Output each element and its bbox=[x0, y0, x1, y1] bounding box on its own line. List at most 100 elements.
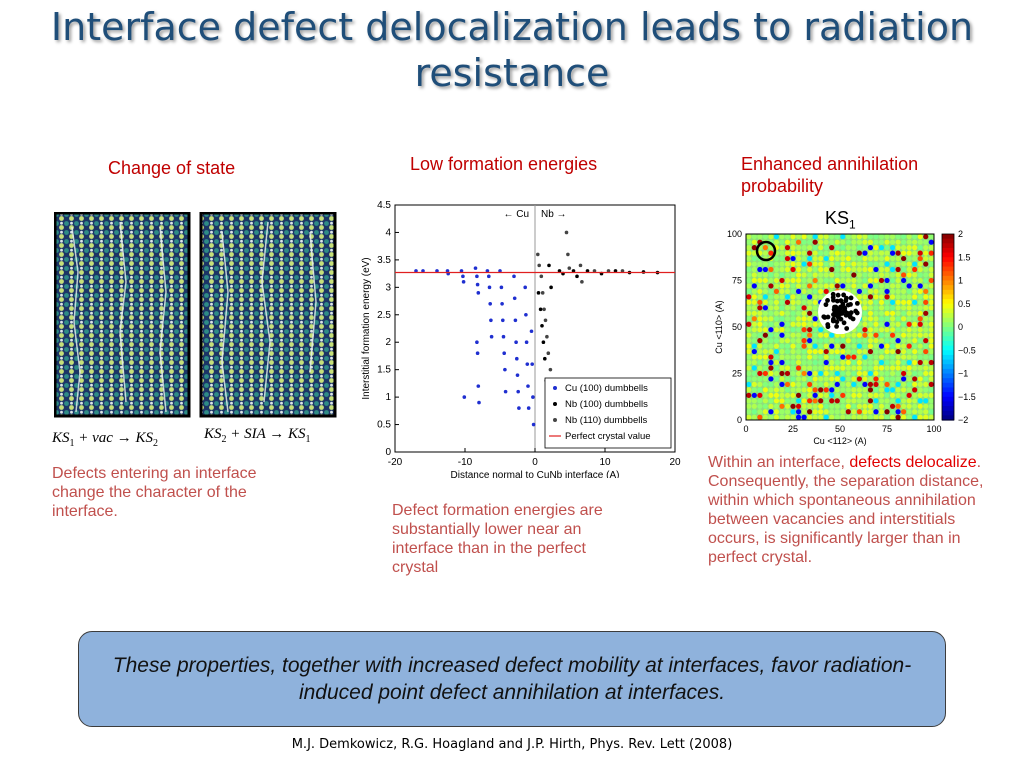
heatmap-cell bbox=[856, 370, 862, 377]
heatmap-cell bbox=[889, 365, 896, 371]
heatmap-cell bbox=[807, 299, 813, 305]
heatmap-cell bbox=[901, 376, 907, 382]
annihilated-site bbox=[841, 292, 847, 298]
heatmap-cell bbox=[829, 348, 835, 355]
heatmap-cell bbox=[768, 381, 774, 388]
heatmap-cell bbox=[928, 239, 934, 245]
heatmap-cell bbox=[762, 348, 768, 355]
heatmap-cell bbox=[878, 305, 885, 311]
heatmap-cell bbox=[906, 316, 912, 322]
heatmap-cell bbox=[840, 277, 846, 284]
heatmap-cell bbox=[829, 409, 835, 415]
heatmap-cell bbox=[873, 359, 879, 366]
heatmap-cell bbox=[851, 387, 857, 393]
heatmap-cell bbox=[867, 299, 874, 305]
heatmap-cell bbox=[856, 381, 862, 388]
heatmap-cell bbox=[867, 310, 874, 316]
heatmap-cell bbox=[773, 376, 780, 382]
heatmap-cell bbox=[923, 403, 929, 409]
heatmap-cell bbox=[757, 277, 763, 284]
heatmap-cell bbox=[895, 261, 901, 267]
heatmap-cell bbox=[757, 327, 763, 333]
heatmap-cell bbox=[812, 288, 818, 295]
heatmap-cell bbox=[862, 245, 868, 251]
heatmap-cell bbox=[779, 354, 785, 360]
heatmap-cell bbox=[773, 338, 780, 344]
y-tick-label: 3.5 bbox=[377, 255, 391, 266]
heatmap-cell bbox=[807, 359, 813, 366]
heatmap-cell bbox=[829, 343, 835, 349]
heatmap-cell bbox=[762, 305, 768, 311]
y-tick-label: 1.5 bbox=[377, 365, 391, 376]
colorbar-segment bbox=[942, 271, 954, 277]
heatmap-cell bbox=[906, 239, 912, 245]
heatmap-cell bbox=[867, 321, 874, 327]
heatmap-cell bbox=[790, 310, 796, 316]
annihilated-site bbox=[838, 298, 844, 304]
annihilated-site bbox=[831, 297, 836, 303]
heatmap-cell bbox=[906, 398, 912, 404]
heatmap-cell bbox=[795, 316, 802, 322]
reference-citation: M.J. Demkowicz, R.G. Hoagland and J.P. H… bbox=[291, 737, 733, 752]
data-point bbox=[523, 285, 527, 290]
heatmap-cell bbox=[923, 305, 929, 311]
heatmap-cell bbox=[878, 365, 885, 371]
heatmap-cell bbox=[856, 403, 862, 409]
heatmap-cell bbox=[856, 338, 862, 344]
heatmap-cell bbox=[840, 261, 846, 267]
heatmap-cell bbox=[923, 348, 929, 355]
heatmap-cell bbox=[746, 250, 752, 256]
heatmap-cell bbox=[801, 321, 807, 327]
colorbar-segment bbox=[942, 234, 954, 240]
heatmap-cell bbox=[762, 261, 768, 267]
heatmap-cell bbox=[757, 272, 763, 278]
heatmap-cell bbox=[884, 239, 890, 245]
heatmap-cell bbox=[867, 288, 874, 295]
heatmap-cell bbox=[746, 392, 752, 398]
heatmap-cell bbox=[823, 234, 829, 240]
heatmap-cell bbox=[884, 305, 890, 311]
y-tick-label: 1 bbox=[385, 392, 391, 403]
heatmap-cell bbox=[856, 348, 862, 355]
heatmap-cell bbox=[834, 376, 840, 382]
heatmap-cell bbox=[773, 299, 780, 305]
data-point bbox=[530, 362, 534, 366]
colorbar-segment bbox=[942, 317, 954, 323]
heatmap-cell bbox=[779, 321, 785, 327]
heatmap-cell bbox=[823, 239, 829, 245]
heatmap-cell bbox=[762, 283, 768, 289]
annihilated-site bbox=[831, 316, 836, 322]
heatmap-cell bbox=[873, 288, 879, 295]
heatmap-cell bbox=[757, 409, 763, 415]
heatmap-cell bbox=[784, 381, 791, 388]
heatmap-cell bbox=[834, 365, 840, 371]
heatmap-cell bbox=[928, 327, 934, 333]
heatmap-cell bbox=[840, 343, 846, 349]
heatmap-cell bbox=[862, 266, 868, 273]
heatmap-cell bbox=[851, 348, 857, 355]
heatmap-cell bbox=[812, 338, 818, 344]
heatmap-cell bbox=[851, 365, 857, 371]
nb-region-label: Nb → bbox=[541, 209, 567, 220]
heatmap-cell bbox=[746, 321, 752, 327]
heatmap-cell bbox=[795, 359, 802, 366]
heatmap-cell bbox=[917, 299, 923, 305]
heatmap-cell bbox=[773, 359, 780, 366]
heatmap-cell bbox=[867, 348, 874, 355]
heatmap-cell bbox=[867, 381, 874, 388]
heatmap-cell bbox=[923, 332, 929, 338]
heatmap-cell bbox=[751, 294, 757, 300]
heatmap-cell bbox=[901, 261, 907, 267]
heatmap-cell bbox=[801, 398, 807, 404]
heatmap-cell bbox=[795, 283, 802, 289]
heatmap-cell bbox=[912, 261, 918, 267]
heatmap-cell bbox=[746, 359, 752, 366]
heatmap-cell bbox=[928, 245, 934, 251]
data-point bbox=[542, 307, 546, 312]
data-point bbox=[499, 285, 504, 290]
heatmap-cell bbox=[801, 403, 807, 409]
heatmap-cell bbox=[751, 414, 757, 420]
heatmap-cell bbox=[884, 277, 890, 284]
heatmap-cell bbox=[884, 398, 890, 404]
atomic-structure-images bbox=[54, 212, 337, 418]
